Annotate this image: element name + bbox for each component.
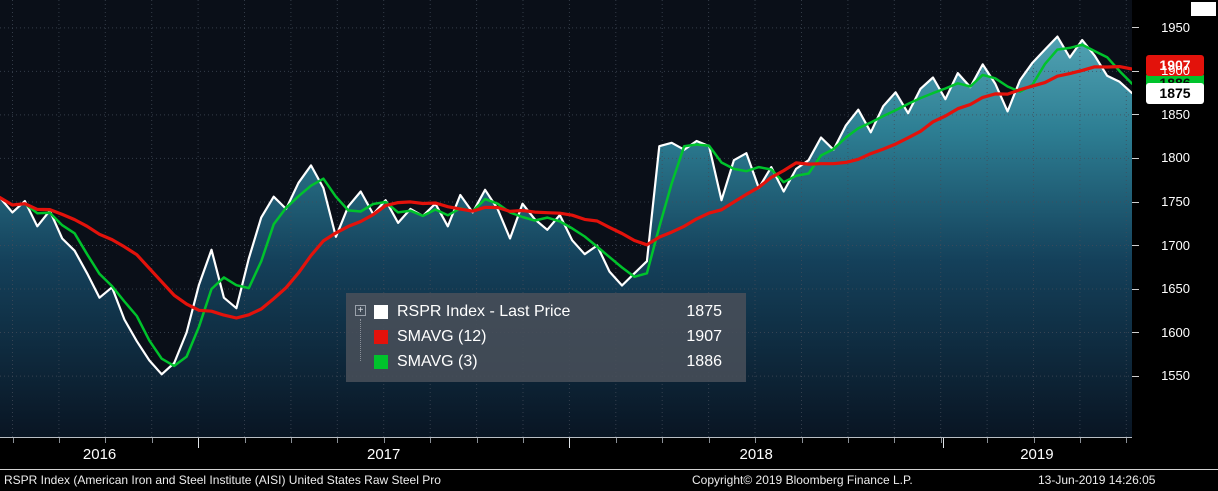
copyright-text: Copyright© 2019 Bloomberg Finance L.P.: [692, 473, 913, 487]
x-axis-minor-tick: [58, 438, 60, 443]
price-chart-canvas: [0, 0, 1132, 437]
x-axis-year-tick: [198, 438, 200, 448]
x-axis-year-tick: [569, 438, 571, 448]
x-axis-minor-tick: [383, 438, 385, 443]
x-axis-minor-tick: [337, 438, 339, 443]
x-axis-minor-tick: [1033, 438, 1035, 443]
x-axis-minor-tick: [430, 438, 432, 443]
chart-legend: + RSPR Index - Last Price 1875 SMAVG (12…: [346, 293, 746, 382]
smavg12-line: [0, 65, 1132, 320]
y-axis-label: 1950: [1161, 19, 1190, 35]
x-axis-minor-tick: [290, 438, 292, 443]
y-axis-label: 1700: [1161, 237, 1190, 253]
y-axis-label: 1550: [1161, 368, 1190, 384]
x-axis-year-label: 2017: [367, 446, 401, 463]
x-axis-minor-tick: [847, 438, 849, 443]
x-axis-minor-tick: [940, 438, 942, 443]
x-axis-year-label: 2018: [739, 446, 773, 463]
legend-rows: RSPR Index - Last Price 1875 SMAVG (12) …: [374, 299, 722, 374]
y-axis-tick: [1132, 157, 1139, 159]
x-axis-minor-tick: [523, 438, 524, 443]
x-axis-minor-tick: [1126, 438, 1128, 443]
x-axis-minor-tick: [1079, 438, 1081, 443]
legend-tree-line: [360, 319, 361, 361]
smavg3-line: [0, 43, 1132, 368]
x-axis-minor-tick: [987, 438, 989, 443]
x-axis-minor-tick: [105, 438, 107, 443]
x-axis-minor-tick: [662, 438, 664, 443]
legend-value-last-price: 1875: [686, 302, 722, 320]
y-axis-label: 1600: [1161, 324, 1190, 340]
axis-badge-last-price[interactable]: 1875: [1146, 82, 1204, 104]
y-axis-tick: [1132, 201, 1139, 203]
smavg12-swatch: [374, 329, 388, 344]
legend-row-smavg3[interactable]: SMAVG (3) 1886: [374, 349, 722, 374]
footer-divider: [0, 469, 1218, 470]
x-axis-year-label: 2016: [82, 446, 117, 463]
legend-label-last-price: RSPR Index - Last Price: [397, 302, 571, 320]
legend-label-smavg12: SMAVG (12): [397, 327, 487, 345]
x-axis-minor-tick: [476, 438, 478, 443]
y-axis-label: 1650: [1161, 281, 1190, 296]
last-price-line: [0, 35, 1132, 376]
x-axis[interactable]: 2016 2017 2018 2019: [0, 437, 1132, 469]
y-axis-tick: [1132, 70, 1139, 72]
y-axis-tick: [1132, 27, 1139, 29]
y-axis-tick: [1132, 375, 1139, 377]
y-axis-tick: [1132, 114, 1139, 116]
x-axis-minor-tick: [755, 438, 756, 443]
legend-value-smavg3: 1886: [686, 352, 722, 370]
legend-tree: +: [354, 299, 374, 374]
legend-row-last-price[interactable]: RSPR Index - Last Price 1875: [374, 299, 722, 324]
legend-row-smavg12[interactable]: SMAVG (12) 1907: [374, 324, 722, 349]
legend-label-smavg3: SMAVG (3): [397, 352, 478, 370]
y-axis-label: 1750: [1161, 194, 1190, 209]
legend-value-smavg12: 1907: [686, 327, 722, 345]
last-price-swatch: [374, 304, 388, 319]
smavg3-swatch: [374, 354, 388, 369]
y-axis-label: 1900: [1161, 63, 1190, 79]
x-axis-minor-tick: [801, 438, 803, 443]
timestamp-text: 13-Jun-2019 14:26:05: [1038, 473, 1156, 487]
legend-expand-icon[interactable]: +: [355, 305, 366, 316]
x-axis-year-label: 2019: [1020, 446, 1054, 463]
x-axis-minor-tick: [151, 438, 153, 443]
x-axis-minor-tick: [708, 438, 710, 443]
axis-badge-smavg12[interactable]: 1907: [1146, 54, 1204, 76]
plot-area[interactable]: [0, 0, 1132, 437]
x-axis-minor-tick: [615, 438, 617, 443]
x-axis-year-tick: [943, 438, 944, 448]
status-bar: RSPR Index (American Iron and Steel Inst…: [0, 470, 1218, 491]
y-axis-label: 1800: [1161, 150, 1190, 166]
y-axis-label: 1850: [1161, 106, 1190, 122]
y-axis-tick: [1132, 245, 1139, 246]
y-axis-tick: [1132, 332, 1139, 333]
y-axis-tick: [1132, 288, 1139, 290]
x-axis-minor-tick: [12, 438, 14, 443]
chart-title-footer: RSPR Index (American Iron and Steel Inst…: [4, 473, 441, 487]
x-axis-minor-tick: [894, 438, 896, 443]
y-axis[interactable]: 1886 1875 1907 1950190018501800175017001…: [1132, 0, 1218, 437]
x-axis-minor-tick: [244, 438, 246, 443]
corner-handle: [1191, 2, 1216, 16]
